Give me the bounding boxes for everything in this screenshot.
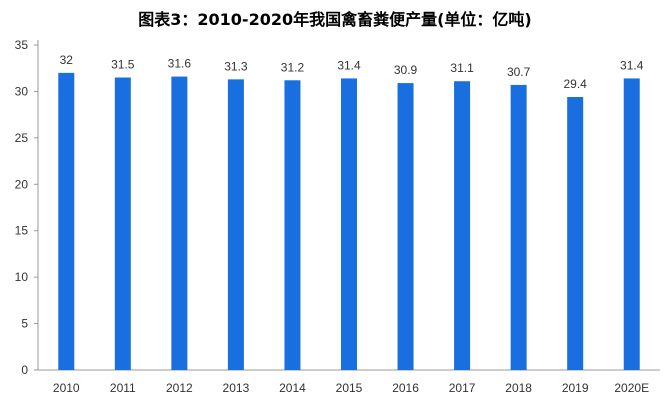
bar — [567, 97, 584, 370]
bar — [171, 76, 188, 371]
x-tick-label: 2018 — [505, 381, 532, 395]
x-tick-label: 2010 — [53, 381, 80, 395]
chart-title: 图表3：2010-2020年我国禽畜粪便产量(单位：亿吨) — [138, 10, 532, 29]
x-tick-label: 2011 — [110, 381, 136, 395]
x-tick-label: 2016 — [392, 381, 419, 395]
x-tick-label: 2020E — [614, 381, 649, 395]
bar — [510, 84, 527, 370]
x-tick-label: 2012 — [166, 381, 193, 395]
y-tick-label: 5 — [21, 317, 28, 331]
data-label: 29.4 — [564, 77, 588, 91]
y-tick-label: 35 — [15, 38, 29, 52]
bar — [454, 81, 471, 370]
data-label: 32 — [60, 53, 74, 67]
y-tick-label: 20 — [15, 177, 29, 191]
x-tick-label: 2019 — [562, 381, 589, 395]
data-label: 31.4 — [337, 58, 361, 72]
x-tick-label: 2017 — [449, 381, 476, 395]
bar — [284, 80, 301, 371]
x-tick-label: 2015 — [336, 381, 363, 395]
data-label: 31.5 — [111, 58, 135, 72]
data-label: 30.9 — [394, 63, 418, 77]
x-tick-label: 2013 — [223, 381, 250, 395]
bar — [341, 78, 357, 370]
data-label: 31.3 — [224, 59, 248, 73]
y-tick-label: 15 — [15, 224, 29, 238]
bar — [58, 72, 75, 370]
data-label: 31.4 — [620, 58, 644, 72]
bar — [397, 83, 414, 371]
data-label: 31.6 — [168, 57, 192, 71]
x-tick-label: 2014 — [279, 381, 306, 395]
y-tick-label: 0 — [21, 363, 28, 377]
bar — [623, 78, 640, 370]
data-label: 30.7 — [507, 65, 531, 79]
y-tick-label: 30 — [15, 84, 29, 98]
data-label: 31.2 — [281, 60, 305, 74]
y-tick-label: 25 — [15, 131, 29, 145]
bar — [227, 79, 244, 370]
bar — [114, 77, 131, 370]
y-tick-label: 10 — [15, 270, 29, 284]
data-label: 31.1 — [450, 61, 474, 75]
